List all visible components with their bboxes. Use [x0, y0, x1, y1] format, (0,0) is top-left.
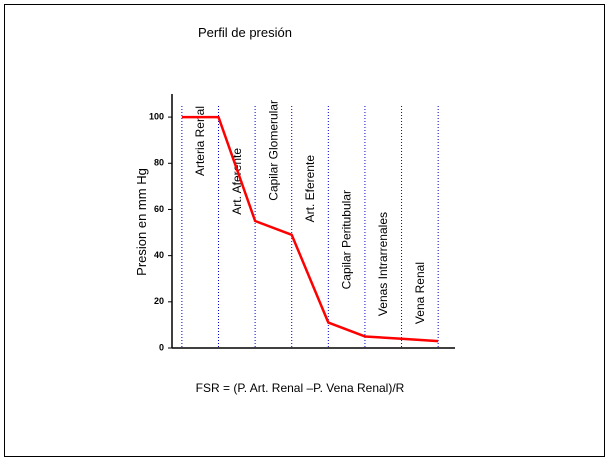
y-tick-label: 60 [154, 204, 164, 214]
chart-title: Perfil de presión [198, 25, 292, 40]
y-axis-label: Presion en mm Hg [134, 168, 149, 276]
y-tick-label: 40 [154, 250, 164, 260]
y-tick-label: 20 [154, 296, 164, 306]
slide-border [4, 4, 605, 457]
region-label: Capilar Peritubular [340, 190, 354, 289]
region-label: Art. Eferente [303, 155, 317, 223]
region-label: Capilar Glomerular [266, 100, 280, 201]
y-tick-label: 100 [149, 111, 164, 121]
annotation: FSR = (P. Art. Renal –P. Vena Renal)/R [196, 381, 405, 395]
y-tick-label: 80 [154, 158, 164, 168]
region-label: Vena Renal [413, 262, 427, 324]
pressure-line [181, 115, 439, 343]
region-label: Venas Intrarrenales [376, 212, 390, 316]
region-label: Art. Aferente [230, 148, 244, 215]
y-tick-label: 0 [159, 342, 164, 352]
region-label: Arteria Renal [193, 106, 207, 176]
